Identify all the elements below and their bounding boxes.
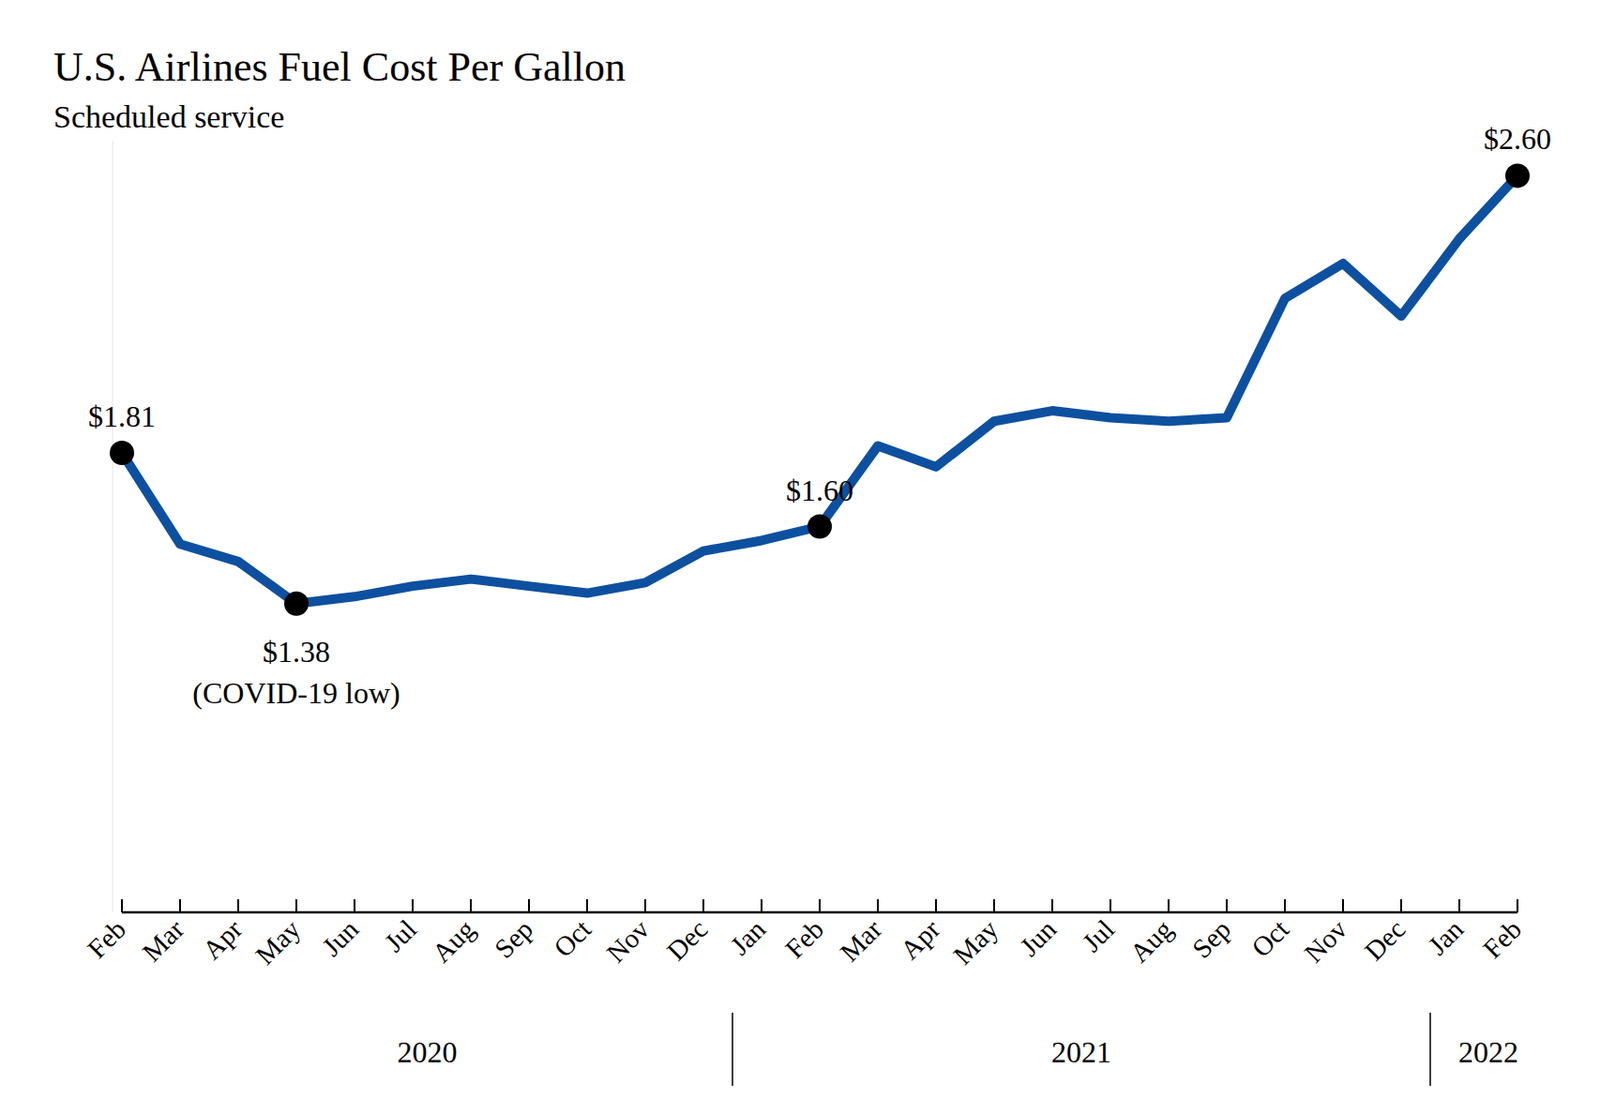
- marker: [284, 591, 309, 617]
- x-tick-label: Feb: [1477, 914, 1527, 965]
- x-tick-label: May: [947, 913, 1005, 971]
- x-tick-label: Sep: [1186, 914, 1237, 965]
- x-tick-label: Apr: [196, 913, 249, 966]
- x-tick: [1516, 899, 1519, 913]
- x-tick-label: Aug: [1123, 914, 1178, 969]
- subtitle: Scheduled service: [53, 99, 285, 135]
- x-tick-label: Mar: [135, 913, 190, 967]
- x-tick-label: Jun: [316, 913, 364, 962]
- x-tick: [528, 899, 530, 913]
- x-tick: [1225, 899, 1228, 913]
- x-tick: [469, 899, 472, 913]
- plot-area: [109, 163, 1530, 616]
- x-tick-label: Jun: [1013, 913, 1062, 962]
- x-tick-label: Jan: [724, 913, 771, 961]
- x-tick: [760, 899, 763, 913]
- x-tick-label: Jul: [378, 914, 423, 959]
- marker: [807, 514, 832, 540]
- chart: U.S. Airlines Fuel Cost Per Gallon Schedu…: [0, 0, 1600, 1113]
- x-tick-label: Feb: [779, 914, 830, 965]
- x-tick: [1400, 899, 1403, 913]
- year-separator: [1429, 1012, 1432, 1087]
- x-tick-label: Aug: [425, 914, 481, 969]
- x-tick: [993, 899, 996, 913]
- x-tick-label: Nov: [600, 913, 655, 968]
- year-label: 2022: [1458, 1035, 1519, 1070]
- x-tick-label: Feb: [81, 914, 132, 965]
- x-tick: [1283, 899, 1286, 913]
- year-label: 2021: [1051, 1035, 1112, 1070]
- x-tick-label: Jan: [1421, 913, 1469, 961]
- x-tick: [1342, 899, 1344, 913]
- x-tick: [1051, 899, 1054, 913]
- data-label: $1.38: [262, 634, 331, 669]
- line: [121, 175, 1518, 604]
- x-tick-label: Jul: [1076, 914, 1121, 959]
- x-tick-label: Apr: [894, 913, 947, 966]
- x-tick-label: Mar: [833, 913, 888, 967]
- year-label: 2020: [397, 1035, 458, 1070]
- x-tick: [876, 899, 879, 913]
- data-label: $2.60: [1483, 121, 1552, 156]
- x-tick: [586, 899, 589, 913]
- x-tick: [353, 899, 356, 913]
- x-tick-label: Oct: [1245, 914, 1295, 964]
- annotation: (COVID-19 low): [192, 676, 400, 710]
- x-tick-label: Nov: [1298, 913, 1353, 968]
- x-tick: [1109, 899, 1112, 913]
- x-tick: [237, 899, 240, 913]
- marker: [109, 440, 135, 466]
- x-tick: [818, 899, 821, 913]
- x-tick: [411, 899, 414, 913]
- x-tick-label: Dec: [1358, 914, 1412, 967]
- x-tick: [1458, 899, 1461, 913]
- x-tick: [295, 899, 298, 913]
- x-tick: [702, 899, 705, 913]
- x-tick-label: Oct: [547, 914, 597, 964]
- x-tick: [179, 899, 182, 913]
- x-tick: [935, 899, 937, 913]
- x-tick-label: Sep: [488, 914, 539, 965]
- y-axis-line: [112, 140, 114, 913]
- marker: [1505, 163, 1530, 188]
- title: U.S. Airlines Fuel Cost Per Gallon: [53, 44, 626, 91]
- data-label: $1.81: [88, 399, 156, 434]
- x-tick: [120, 899, 123, 913]
- data-label: $1.60: [785, 473, 854, 508]
- labels: $1.81 $1.38 $1.60 $2.60 (COVID-19 low): [88, 121, 1552, 710]
- x-tick: [1167, 899, 1170, 913]
- x-tick-label: May: [249, 913, 307, 971]
- x-tick: [644, 899, 647, 913]
- year-separator: [731, 1012, 734, 1087]
- x-tick-label: Dec: [661, 914, 714, 967]
